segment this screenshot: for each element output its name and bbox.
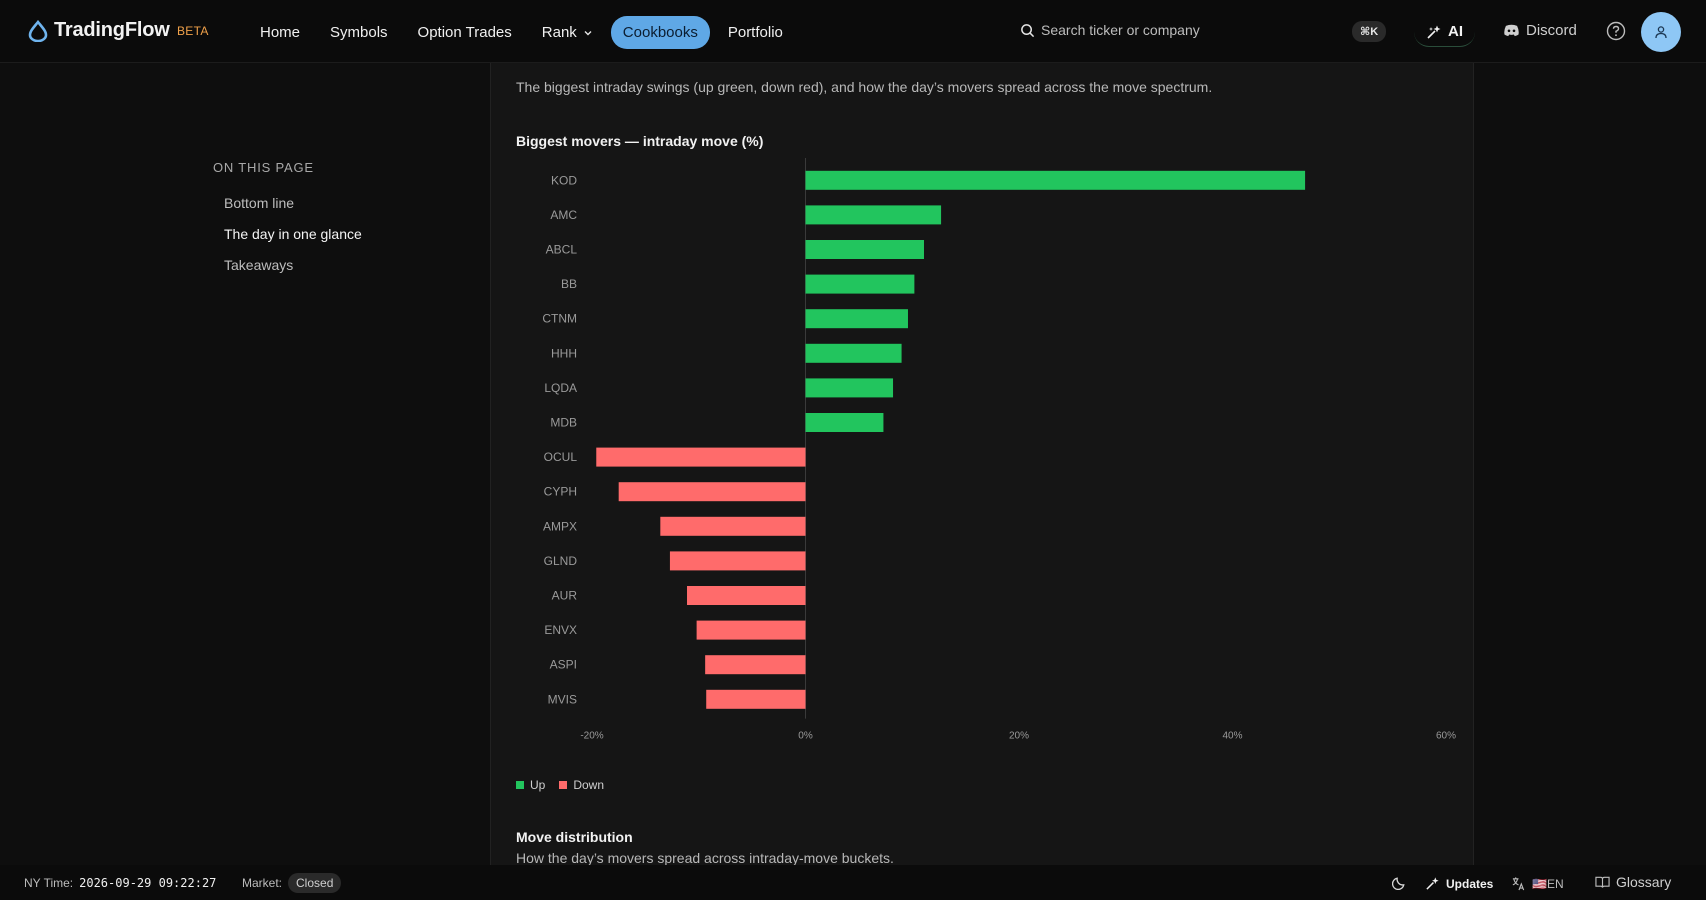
toc-title: ON THIS PAGE	[213, 160, 314, 175]
search-shortcut-badge: ⌘K	[1352, 21, 1387, 42]
ai-button[interactable]: AI	[1414, 17, 1475, 47]
top-navigation-bar: TradingFlow BETA Home Symbols Option Tra…	[0, 0, 1706, 63]
x-tick-label: 0%	[798, 731, 813, 742]
discord-icon	[1504, 24, 1519, 37]
legend-label-up: Up	[530, 778, 546, 792]
legend-item-down[interactable]: Down	[559, 778, 604, 792]
bar-abcl	[805, 240, 924, 259]
x-tick-label: 20%	[1009, 731, 1029, 742]
y-tick-label: ASPI	[550, 658, 577, 672]
legend-swatch-down	[559, 781, 568, 789]
beta-badge: BETA	[177, 24, 209, 38]
legend-label-down: Down	[573, 778, 605, 792]
nav-portfolio[interactable]: Portfolio	[727, 24, 783, 41]
y-tick-label: GLND	[544, 554, 578, 568]
x-tick-label: 60%	[1436, 731, 1456, 742]
ai-button-label: AI	[1448, 23, 1463, 40]
language-selector[interactable]: 🇺🇸EN	[1511, 876, 1564, 891]
y-tick-label: HHH	[551, 346, 577, 360]
search-bar[interactable]	[1020, 22, 1311, 38]
y-tick-label: ENVX	[544, 623, 577, 637]
nav-rank-label: Rank	[541, 24, 577, 41]
y-tick-label: OCUL	[544, 450, 578, 464]
toc-item-day-in-one-glance[interactable]: The day in one glance	[224, 226, 362, 242]
ny-time: NY Time: 2026-09-29 09:22:27	[24, 876, 216, 890]
market-label: Market:	[242, 876, 283, 890]
bar-aur	[687, 586, 806, 605]
toc-item-takeaways[interactable]: Takeaways	[224, 257, 294, 273]
toc-item-bottom-line[interactable]: Bottom line	[224, 195, 295, 211]
y-tick-label: ABCL	[546, 243, 578, 257]
bar-mdb	[805, 413, 884, 432]
y-tick-label: AMC	[550, 208, 577, 222]
sparkle-icon	[1426, 877, 1439, 890]
nav-symbols[interactable]: Symbols	[330, 24, 388, 41]
nav-cookbooks[interactable]: Cookbooks	[610, 16, 710, 49]
y-tick-label: LQDA	[544, 381, 577, 395]
bar-amc	[805, 205, 942, 225]
x-tick-label: 40%	[1222, 731, 1242, 742]
x-tick-label: -20%	[580, 731, 603, 742]
glossary-label: Glossary	[1616, 874, 1672, 890]
bar-envx	[696, 620, 806, 640]
search-input[interactable]	[1041, 22, 1311, 38]
discord-link[interactable]: Discord	[1503, 22, 1577, 39]
y-tick-label: KOD	[551, 173, 577, 187]
move-distribution-subtitle: How the day’s movers spread across intra…	[516, 850, 894, 866]
y-tick-label: AMPX	[543, 519, 577, 533]
ny-time-label: NY Time:	[24, 876, 74, 890]
app-name: TradingFlow	[54, 19, 170, 41]
bar-hhh	[805, 343, 902, 363]
glossary-link[interactable]: Glossary	[1595, 874, 1671, 890]
market-status: Market: Closed	[242, 873, 342, 893]
language-label: 🇺🇸EN	[1532, 876, 1564, 891]
y-tick-label: BB	[561, 277, 577, 291]
updates-button[interactable]: Updates	[1425, 876, 1493, 891]
bar-bb	[805, 274, 915, 294]
chevron-down-icon	[584, 30, 592, 35]
bar-mvis	[706, 689, 806, 709]
bar-glnd	[669, 551, 806, 571]
y-tick-label: MDB	[550, 416, 577, 430]
logo-icon	[28, 19, 48, 42]
ny-time-value: 2026-09-29 09:22:27	[79, 876, 217, 890]
bar-ctnm	[805, 309, 908, 329]
updates-label: Updates	[1446, 876, 1494, 891]
app-logo[interactable]: TradingFlow	[28, 19, 170, 42]
book-icon	[1595, 876, 1610, 888]
help-icon[interactable]	[1606, 21, 1626, 41]
content-panel: The biggest intraday swings (up green, d…	[490, 63, 1474, 866]
market-status-badge: Closed	[288, 873, 342, 893]
y-tick-label: CTNM	[542, 312, 577, 326]
user-icon	[1655, 26, 1667, 39]
main-nav: Home Symbols Option Trades Rank Cookbook…	[248, 16, 795, 49]
biggest-movers-chart: KOD AMC ABCL BB CTNM HHH LQDA MDB OCUL CYPH AMPX GL…	[542, 158, 1456, 742]
bar-cyph	[618, 482, 806, 502]
discord-label: Discord	[1526, 22, 1577, 39]
bar-lqda	[805, 378, 894, 398]
table-of-contents: ON THIS PAGE Bottom line The day in one …	[213, 160, 362, 286]
chart-legend: Up Down	[516, 778, 604, 792]
nav-rank-dropdown[interactable]: Rank	[530, 16, 605, 49]
moon-icon[interactable]	[1392, 875, 1407, 890]
bar-ampx	[660, 516, 806, 536]
legend-item-up[interactable]: Up	[516, 778, 545, 792]
nav-option-trades[interactable]: Option Trades	[417, 24, 512, 41]
bar-kod	[805, 170, 1306, 190]
status-footer: NY Time: 2026-09-29 09:22:27 Market: Clo…	[0, 865, 1706, 900]
search-icon	[1021, 23, 1035, 37]
bar-aspi	[705, 655, 806, 675]
y-tick-label: MVIS	[548, 692, 577, 706]
chart-title: Biggest movers — intraday move (%)	[516, 133, 764, 149]
move-distribution-title: Move distribution	[516, 829, 633, 845]
section-intro-text: The biggest intraday swings (up green, d…	[516, 79, 1213, 95]
y-tick-label: AUR	[552, 589, 578, 603]
nav-home[interactable]: Home	[260, 24, 301, 41]
user-avatar[interactable]	[1641, 12, 1681, 52]
y-tick-label: CYPH	[544, 485, 577, 499]
sparkle-icon	[1427, 25, 1441, 39]
translate-icon	[1512, 877, 1525, 891]
bar-ocul	[596, 447, 806, 467]
legend-swatch-up	[516, 781, 524, 789]
